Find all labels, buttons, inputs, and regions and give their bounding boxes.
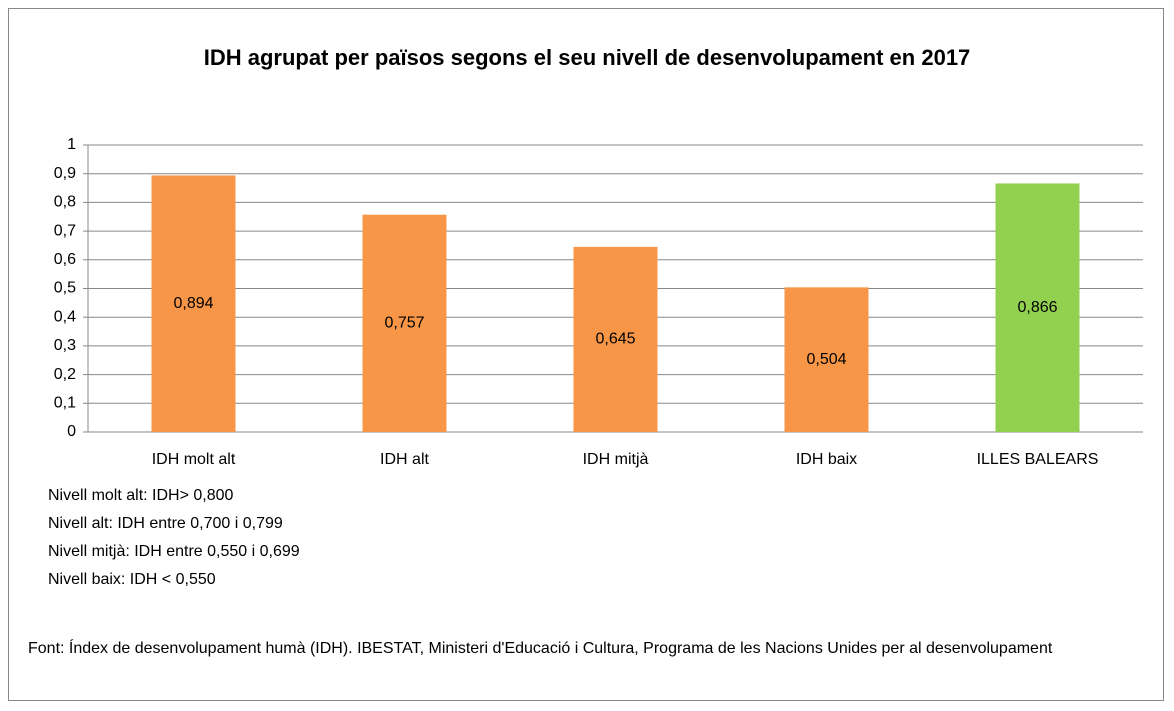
x-tick-label: IDH baix [796,451,857,468]
y-tick-label: 1 [67,136,76,153]
source-note: Font: Índex de desenvolupament humà (IDH… [28,640,1053,657]
note: Nivell molt alt: IDH> 0,800 [48,487,234,504]
bar [151,175,236,432]
note: Nivell alt: IDH entre 0,700 i 0,799 [48,515,283,532]
value-label: 0,866 [1017,299,1057,316]
note: Nivell mitjà: IDH entre 0,550 i 0,699 [48,543,300,560]
chart-title: IDH agrupat per països segons el seu niv… [203,45,971,70]
x-tick-label: ILLES BALEARS [977,451,1099,468]
bar [362,214,447,432]
note: Nivell baix: IDH < 0,550 [48,571,216,588]
y-tick-label: 0,8 [54,194,76,211]
y-tick-label: 0,6 [54,251,76,268]
y-tick-label: 0,3 [54,337,76,354]
y-tick-label: 0,2 [54,366,76,383]
value-label: 0,894 [173,295,213,312]
bar [784,287,869,432]
x-tick-label: IDH mitjà [583,451,649,468]
y-tick-label: 0 [67,423,76,440]
bar [573,246,658,432]
y-tick-label: 0,5 [54,280,76,297]
y-tick-label: 0,1 [54,395,76,412]
value-label: 0,757 [384,315,424,332]
bar [995,183,1080,432]
value-label: 0,645 [595,331,635,348]
x-tick-label: IDH alt [380,451,429,468]
y-tick-label: 0,7 [54,222,76,239]
y-tick-label: 0,4 [54,308,76,325]
value-label: 0,504 [806,351,846,368]
x-tick-label: IDH molt alt [152,451,236,468]
chart-frame [8,8,1164,701]
y-tick-label: 0,9 [54,165,76,182]
